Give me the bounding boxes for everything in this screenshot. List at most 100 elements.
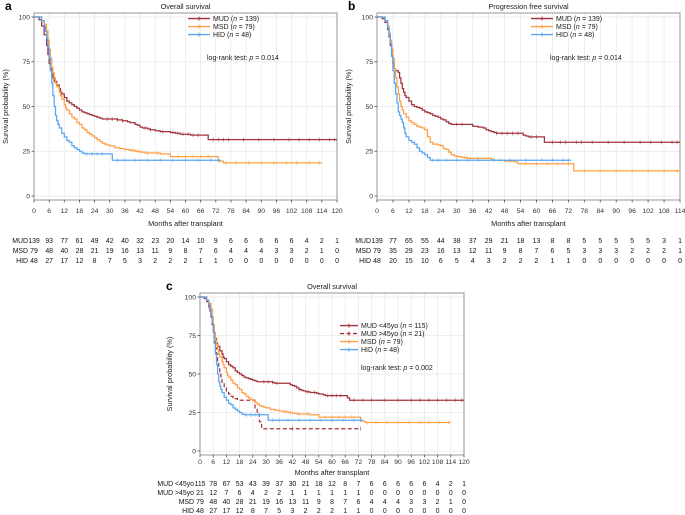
risk-value: 55	[421, 238, 429, 245]
risk-value: 27	[209, 508, 217, 515]
risk-value: 79	[30, 248, 38, 255]
risk-value: 0	[383, 490, 387, 497]
risk-value: 5	[646, 238, 650, 245]
risk-value: 0	[449, 490, 453, 497]
panel-letter: a	[5, 0, 12, 13]
risk-value: 0	[335, 258, 339, 265]
risk-value: 6	[383, 481, 387, 488]
risk-value: 2	[320, 238, 324, 245]
risk-value: 23	[421, 248, 429, 255]
risk-value: 0	[259, 258, 263, 265]
risk-value: 13	[289, 499, 297, 506]
risk-value: 4	[436, 481, 440, 488]
risk-value: 2	[168, 258, 172, 265]
risk-value: 0	[582, 258, 586, 265]
risk-value: 0	[422, 508, 426, 515]
risk-value: 48	[45, 248, 53, 255]
risk-value: 8	[550, 238, 554, 245]
x-tick-label: 6	[47, 208, 51, 215]
y-tick-label: 75	[188, 333, 196, 340]
risk-value: 4	[259, 248, 263, 255]
risk-value: 1	[566, 258, 570, 265]
risk-value: 0	[462, 508, 466, 515]
risk-value: 12	[76, 258, 84, 265]
risk-value: 38	[453, 238, 461, 245]
x-tick-label: 0	[198, 459, 202, 466]
risk-value: 0	[335, 248, 339, 255]
risk-value: 5	[582, 238, 586, 245]
risk-value: 20	[167, 238, 175, 245]
risk-value: 0	[409, 490, 413, 497]
x-tick-label: 12	[223, 459, 231, 466]
risk-value: 6	[244, 238, 248, 245]
risk-row-label: MSD	[179, 499, 194, 506]
risk-value: 79	[196, 499, 204, 506]
risk-value: 6	[396, 481, 400, 488]
y-tick-label: 100	[185, 294, 197, 301]
risk-value: 8	[184, 248, 188, 255]
risk-row-label: HID	[182, 508, 194, 515]
risk-value: 5	[566, 248, 570, 255]
km-curve-HID	[200, 296, 363, 421]
risk-value: 9	[214, 238, 218, 245]
risk-value: 6	[422, 481, 426, 488]
risk-row-label: MSD	[356, 248, 371, 255]
km-curve-MSD	[200, 296, 451, 424]
x-tick-label: 84	[596, 208, 604, 215]
risk-value: 7	[199, 248, 203, 255]
risk-value: 3	[138, 258, 142, 265]
risk-value: 6	[214, 248, 218, 255]
risk-value: 1	[317, 490, 321, 497]
risk-value: 15	[405, 258, 413, 265]
km-curve-HID	[377, 16, 571, 161]
risk-value: 2	[519, 258, 523, 265]
risk-value: 6	[356, 499, 360, 506]
risk-value: 78	[209, 481, 217, 488]
risk-row-label: MUD <45yo	[157, 481, 194, 488]
risk-value: 37	[469, 238, 477, 245]
risk-value: 18	[315, 481, 323, 488]
risk-value: 61	[76, 238, 84, 245]
x-tick-label: 114	[316, 208, 327, 215]
y-tick-label: 50	[22, 104, 30, 111]
chart-title: Overall survival	[161, 2, 211, 11]
risk-value: 2	[662, 248, 666, 255]
x-axis-label: Months after transplant	[295, 468, 370, 477]
x-tick-label: 6	[211, 459, 215, 466]
km-curve-HID	[34, 16, 221, 161]
risk-value: 5	[455, 258, 459, 265]
risk-value: 1	[199, 258, 203, 265]
chart-title: Progression free survival	[488, 2, 569, 11]
x-tick-label: 30	[453, 208, 461, 215]
x-tick-label: 12	[61, 208, 69, 215]
x-tick-label: 120	[331, 208, 343, 215]
risk-value: 48	[373, 258, 381, 265]
risk-value: 0	[678, 258, 682, 265]
risk-value: 48	[209, 499, 217, 506]
risk-value: 4	[471, 258, 475, 265]
risk-value: 9	[503, 248, 507, 255]
x-tick-label: 30	[262, 459, 270, 466]
risk-value: 93	[45, 238, 53, 245]
x-tick-label: 72	[212, 208, 220, 215]
risk-value: 19	[106, 248, 114, 255]
risk-value: 53	[236, 481, 244, 488]
log-rank-annotation: log-rank test: p = 0.014	[550, 55, 622, 62]
risk-value: 0	[409, 508, 413, 515]
risk-value: 4	[251, 490, 255, 497]
x-tick-label: 18	[236, 459, 244, 466]
risk-value: 8	[519, 248, 523, 255]
risk-value: 3	[422, 499, 426, 506]
x-axis-label: Months after transplant	[491, 219, 566, 228]
risk-value: 7	[535, 248, 539, 255]
risk-value: 29	[405, 248, 413, 255]
risk-value: 2	[277, 490, 281, 497]
y-tick-label: 25	[22, 149, 30, 156]
x-tick-label: 42	[289, 459, 297, 466]
risk-value: 2	[305, 248, 309, 255]
risk-value: 0	[305, 258, 309, 265]
risk-value: 1	[356, 490, 360, 497]
y-tick-label: 25	[188, 410, 196, 417]
risk-value: 12	[236, 508, 244, 515]
risk-value: 13	[136, 248, 144, 255]
